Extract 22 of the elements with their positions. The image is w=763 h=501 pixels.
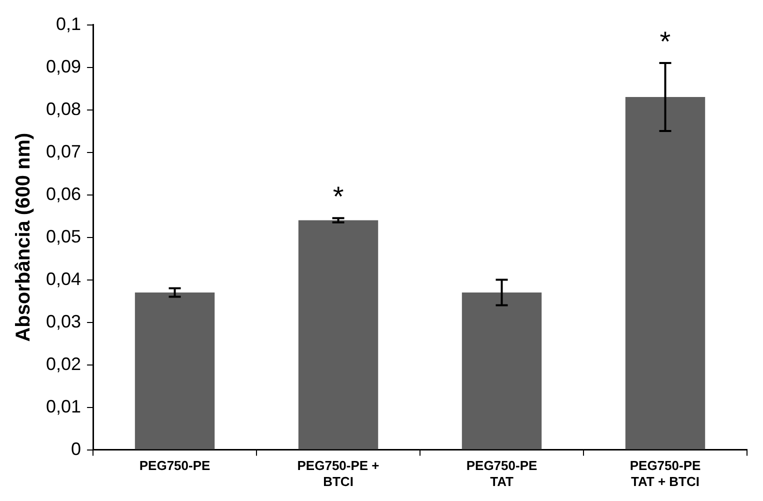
y-tick-label: 0,01 <box>46 396 82 416</box>
y-tick-label: 0,1 <box>56 14 82 34</box>
x-tick-label: PEG750-PE TAT <box>466 458 538 489</box>
y-tick-label: 0,06 <box>46 184 82 204</box>
bar <box>625 97 706 450</box>
bar <box>462 292 542 450</box>
y-tick-label: 0,08 <box>46 98 82 119</box>
x-tick-label: PEG750-PE + BTCI <box>297 458 380 489</box>
bar <box>134 292 215 450</box>
y-tick-label: 0,07 <box>46 141 82 162</box>
y-tick-label: 0,04 <box>46 268 82 289</box>
y-axis-title: Absorbância (600 nm) <box>12 132 35 342</box>
annotation: * <box>332 180 344 212</box>
y-tick-label: 0,09 <box>46 56 82 76</box>
x-tick-label: PEG750-PE <box>139 458 211 474</box>
y-tick-label: 0,05 <box>46 226 82 246</box>
y-tick-label: 0,03 <box>46 311 82 332</box>
annotation: * <box>660 26 671 57</box>
y-tick-label: 0,02 <box>46 354 82 374</box>
bar <box>298 220 378 450</box>
x-tick-label: PEG750-PE TAT + BTCI <box>630 458 701 489</box>
y-tick-label: 0 <box>71 438 82 459</box>
